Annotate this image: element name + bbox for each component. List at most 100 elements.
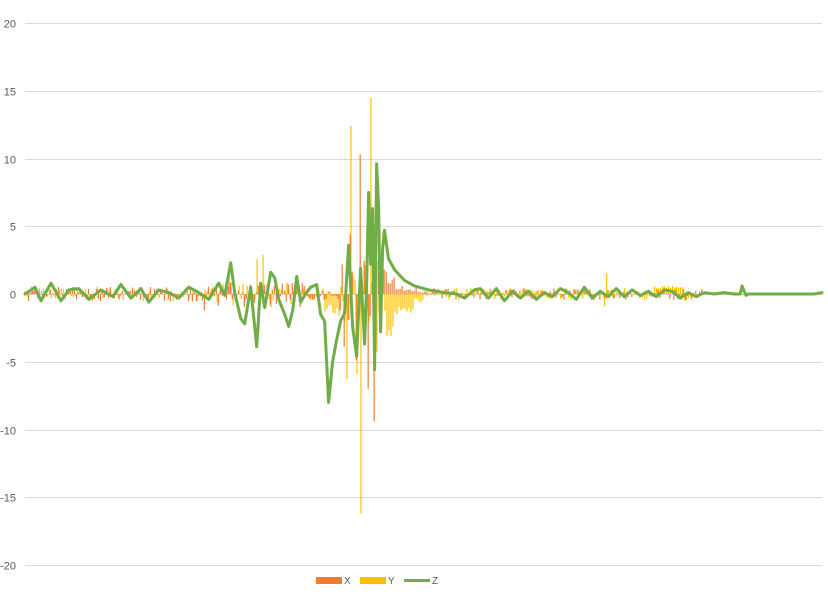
bar-y — [100, 290, 102, 294]
legend-label-z: Z — [432, 576, 438, 587]
bar-y — [280, 289, 282, 294]
bar-x — [145, 294, 148, 295]
bar-x — [431, 291, 433, 294]
bar-x — [191, 294, 193, 302]
bar-x — [225, 294, 227, 300]
bar-x — [377, 260, 379, 294]
bar-y — [660, 287, 662, 294]
bar-y — [434, 294, 436, 297]
bar-y — [564, 292, 566, 294]
bar-y — [695, 294, 698, 296]
bar-y — [376, 294, 378, 353]
bar-x — [489, 288, 491, 294]
bar-x — [401, 285, 403, 294]
bar-x — [77, 292, 80, 294]
bar-x — [163, 294, 166, 301]
bar-y — [480, 291, 482, 294]
bar-x — [699, 291, 701, 294]
bar-y — [681, 287, 684, 294]
bar-x — [197, 294, 199, 297]
bar-x — [471, 294, 473, 296]
bar-x — [669, 294, 671, 299]
bar-y — [58, 289, 60, 294]
bar-x — [563, 294, 565, 300]
bar-x — [209, 292, 211, 294]
y-tick-label: 10 — [4, 155, 16, 167]
bar-y — [368, 294, 370, 322]
bar-x — [549, 291, 551, 294]
bar-x — [27, 294, 30, 301]
bar-x — [327, 291, 329, 294]
bar-y — [442, 294, 444, 296]
bar-y — [274, 293, 276, 294]
bar-x — [557, 292, 559, 294]
bar-y — [348, 294, 350, 320]
bar-y — [104, 294, 106, 295]
y-tick-label: 15 — [4, 87, 16, 99]
bar-x — [121, 290, 124, 294]
bar-y — [390, 294, 392, 337]
bar-x — [561, 294, 563, 298]
bar-x — [529, 294, 531, 298]
bar-y — [418, 294, 420, 302]
bar-y — [536, 291, 538, 294]
bar-y — [342, 294, 344, 302]
bar-y — [306, 294, 308, 297]
bar-y — [242, 284, 244, 294]
bar-y — [340, 286, 342, 294]
bar-y — [614, 294, 616, 298]
bar-x — [393, 277, 395, 294]
bar-y — [238, 285, 240, 294]
bar-x — [331, 294, 333, 296]
bar-y — [308, 294, 310, 299]
bar-x — [341, 264, 343, 294]
bar-y — [582, 294, 584, 299]
bar-x — [129, 291, 132, 294]
bar-x — [551, 292, 553, 294]
bar-y — [590, 292, 592, 294]
bar-y — [322, 288, 324, 294]
bar-x — [339, 294, 341, 311]
bar-x — [687, 294, 689, 297]
bar-x — [31, 288, 34, 294]
bar-x — [291, 283, 293, 294]
bar-y — [432, 292, 434, 294]
bar-y — [679, 287, 682, 294]
bar-x — [253, 294, 255, 303]
bar-y — [314, 293, 316, 294]
bar-x — [511, 294, 513, 298]
bar-y — [324, 294, 326, 312]
legend-item-z: Z — [404, 576, 438, 587]
bar-x — [337, 294, 339, 299]
bar-x — [107, 294, 110, 299]
bar-x — [281, 283, 283, 294]
bar-x — [691, 294, 693, 300]
bar-y — [230, 282, 232, 294]
bar-y — [494, 294, 496, 300]
bar-y — [218, 292, 220, 294]
bar-y — [675, 286, 678, 294]
bar-y — [210, 289, 212, 294]
bar-x — [575, 289, 577, 294]
bar-x — [649, 294, 651, 297]
bar-x — [463, 294, 465, 295]
bar-x — [275, 294, 277, 304]
bar-y — [108, 289, 110, 294]
bar-x — [89, 294, 92, 298]
bar-x — [257, 285, 259, 294]
bar-x — [359, 154, 361, 294]
bar-y — [68, 290, 70, 294]
bar-x — [411, 291, 413, 294]
series-z-line — [23, 162, 824, 404]
bar-y — [106, 288, 108, 294]
bar-x — [423, 291, 425, 294]
bar-x — [391, 280, 393, 294]
bar-x — [319, 294, 321, 297]
bar-x — [147, 294, 150, 301]
bar-y — [292, 292, 294, 294]
bar-x — [667, 293, 669, 294]
bar-x — [303, 285, 305, 294]
bar-x — [67, 293, 70, 294]
bar-y — [254, 294, 256, 299]
bar-x — [61, 294, 64, 296]
